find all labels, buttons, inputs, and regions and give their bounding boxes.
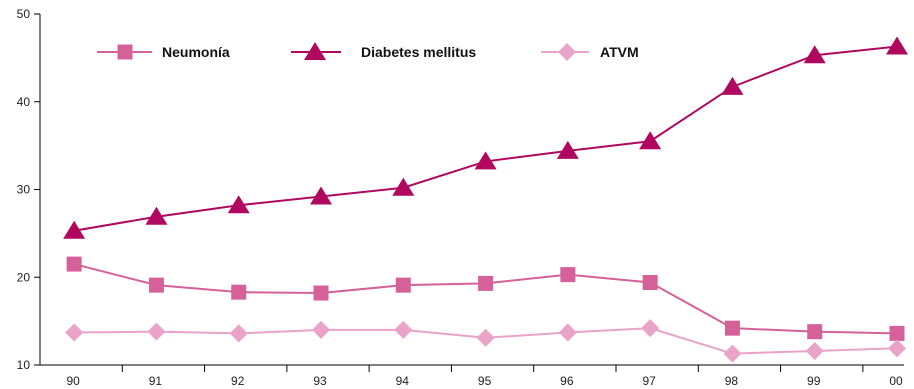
legend-label: Diabetes mellitus (361, 44, 476, 60)
x-tick-label: 95 (478, 374, 492, 388)
series-triangle (63, 36, 908, 239)
data-point-triangle (145, 206, 168, 225)
x-tick-label: 92 (231, 374, 245, 388)
data-point-triangle (392, 177, 415, 196)
data-point-diamond (476, 328, 495, 347)
data-point-triangle (63, 220, 86, 239)
data-point-diamond (805, 341, 824, 360)
data-point-diamond (394, 320, 413, 339)
data-point-square (66, 256, 82, 272)
data-point-triangle (556, 140, 579, 159)
data-point-diamond (641, 319, 660, 338)
x-tick-label: 91 (149, 374, 163, 388)
data-point-square (313, 285, 329, 301)
legend: Neumonía Diabetes mellitus ATVM (97, 42, 639, 61)
data-point-triangle (886, 36, 908, 55)
y-tick-label: 50 (17, 7, 31, 21)
x-tick-label: 96 (560, 374, 574, 388)
y-ticks: 10 20 30 40 50 (17, 7, 40, 372)
x-tick-label: 98 (725, 374, 739, 388)
data-point-square (642, 275, 658, 291)
y-tick-label: 10 (17, 358, 31, 372)
x-tick-label: 97 (642, 374, 656, 388)
x-tick-label: 94 (396, 374, 410, 388)
x-tick-label: 99 (807, 374, 821, 388)
data-point-square (724, 320, 740, 336)
legend-item: Neumonía (97, 44, 230, 60)
data-point-square (148, 277, 164, 293)
data-point-diamond (229, 324, 248, 343)
data-point-triangle (803, 45, 826, 64)
y-tick-label: 40 (17, 95, 31, 109)
plot-area (63, 36, 908, 363)
legend-marker-triangle (304, 42, 326, 60)
data-point-triangle (227, 195, 250, 214)
data-point-triangle (721, 76, 744, 95)
legend-item: Diabetes mellitus (291, 42, 476, 60)
series-square (66, 256, 905, 341)
data-point-square (478, 275, 494, 291)
series-line (73, 45, 898, 232)
data-point-square (560, 267, 576, 283)
data-point-diamond (558, 323, 577, 342)
x-tick-label: 93 (313, 374, 327, 388)
data-point-diamond (888, 339, 906, 358)
data-point-square (231, 284, 247, 300)
x-tick-label: 00 (889, 374, 903, 388)
chart-axes: 10 20 30 40 50 90 91 92 93 94 95 96 97 98 99 00 (17, 7, 904, 388)
x-tick-label: 90 (66, 374, 80, 388)
y-tick-label: 20 (17, 270, 31, 284)
legend-marker-square (117, 44, 133, 60)
legend-marker-diamond (558, 43, 576, 61)
data-point-diamond (312, 320, 330, 339)
data-point-diamond (723, 344, 742, 363)
data-point-diamond (147, 322, 166, 341)
legend-item: ATVM (541, 43, 639, 61)
data-point-diamond (65, 323, 84, 342)
y-tick-label: 30 (17, 183, 31, 197)
legend-label: ATVM (600, 44, 639, 60)
data-point-triangle (310, 186, 332, 205)
legend-label: Neumonía (162, 44, 230, 60)
series-diamond (65, 319, 906, 363)
data-point-square (395, 277, 411, 293)
series-line (73, 263, 898, 335)
data-point-square (889, 325, 905, 341)
data-point-square (807, 324, 823, 340)
data-point-triangle (474, 151, 497, 170)
x-ticks: 90 91 92 93 94 95 96 97 98 99 00 (66, 365, 903, 388)
data-point-triangle (639, 131, 662, 150)
